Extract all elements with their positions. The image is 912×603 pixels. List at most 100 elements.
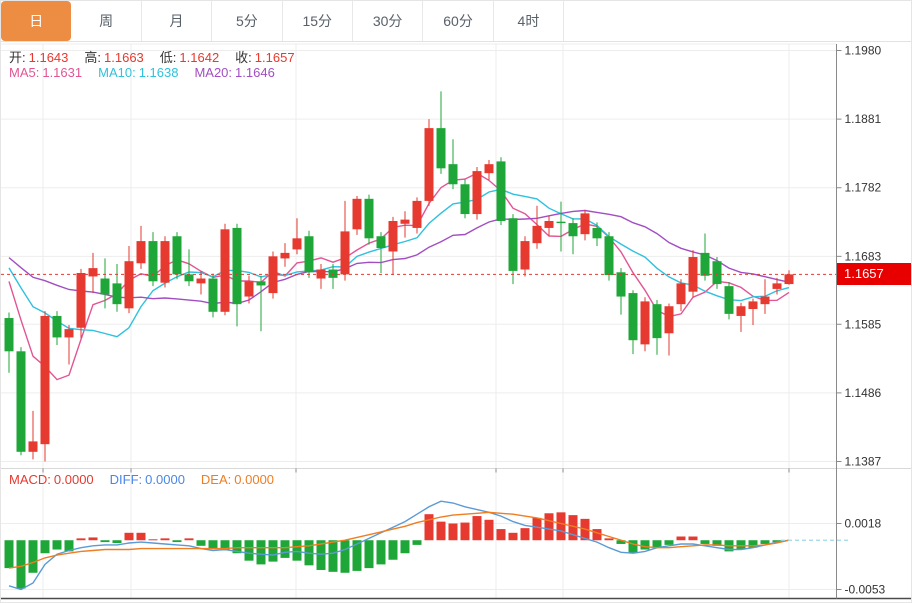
tab-month[interactable]: 月 xyxy=(142,1,213,41)
candle-down xyxy=(604,236,614,276)
candle-up xyxy=(544,220,554,228)
candle-down xyxy=(52,315,62,338)
macd-bar xyxy=(52,540,62,550)
candle-up xyxy=(136,241,146,264)
axis-label: 1.1585 xyxy=(845,317,882,331)
candle-down xyxy=(364,198,374,239)
timeframe-toolbar: 日周月 5分 15分 30分 60分 4时 xyxy=(1,1,911,42)
candle-up xyxy=(124,261,134,309)
macd-bar xyxy=(256,540,266,565)
tab-week[interactable]: 周 xyxy=(71,1,142,41)
macd-bar xyxy=(412,540,422,545)
dea-value: DEA: 0.0000 xyxy=(200,472,275,487)
axis-label: 1.1683 xyxy=(845,249,882,263)
macd-bar xyxy=(772,540,782,543)
macd-bar xyxy=(448,523,458,541)
macd-bar xyxy=(400,540,410,554)
ma10-value: MA10: 1.1638 xyxy=(98,65,179,80)
candle-up xyxy=(40,315,50,445)
axis-label: 1.1486 xyxy=(845,386,882,400)
candle-down xyxy=(652,304,662,339)
macd-bar xyxy=(280,540,290,558)
candle-up xyxy=(640,301,650,345)
candle-up xyxy=(388,220,398,252)
macd-bar xyxy=(436,521,446,541)
macd-bar xyxy=(736,540,746,550)
macd-bar xyxy=(352,540,362,571)
candle-down xyxy=(436,128,446,169)
candle-up xyxy=(748,301,758,310)
macd-bar xyxy=(16,540,26,589)
dea-line xyxy=(8,511,790,569)
ma-info-row: MA5: 1.1631 MA10: 1.1638 MA20: 1.1646 xyxy=(9,65,275,80)
macd-bar xyxy=(124,532,134,541)
candle-up xyxy=(664,306,674,334)
macd-bar xyxy=(148,539,158,541)
tab-5min[interactable]: 5分 xyxy=(212,1,283,41)
candle-up xyxy=(760,296,770,305)
macd-bar xyxy=(340,540,350,573)
candle-down xyxy=(628,293,638,341)
macd-bar xyxy=(376,540,386,565)
candle-down xyxy=(496,161,506,221)
candle-up xyxy=(292,238,302,250)
macd-bar xyxy=(196,540,206,546)
candle-down xyxy=(568,223,578,237)
candle-up xyxy=(424,128,434,201)
tab-60min[interactable]: 60分 xyxy=(423,1,494,41)
macd-bar xyxy=(616,540,626,544)
macd-bar xyxy=(328,540,338,572)
macd-bar xyxy=(424,514,434,541)
axis-label: 1.1782 xyxy=(845,181,882,195)
macd-bar xyxy=(136,532,146,541)
macd-bar xyxy=(508,532,518,541)
candle-up xyxy=(28,441,38,452)
macd-bar xyxy=(688,536,698,541)
tab-30min[interactable]: 30分 xyxy=(353,1,424,41)
axis-label: 1.1387 xyxy=(845,455,882,469)
macd-bar xyxy=(496,529,506,541)
candle-down xyxy=(112,283,122,305)
macd-bar xyxy=(316,540,326,570)
open-value: 开: 1.1643 xyxy=(9,50,69,65)
macd-bar xyxy=(520,528,530,541)
macd-bar xyxy=(652,540,662,548)
candle-up xyxy=(400,219,410,224)
macd-bar xyxy=(28,540,38,573)
macd-bar xyxy=(220,540,230,551)
tab-day[interactable]: 日 xyxy=(1,1,72,41)
candle-up xyxy=(76,272,86,328)
macd-bar xyxy=(640,540,650,550)
candle-up xyxy=(484,164,494,174)
macd-bar xyxy=(472,516,482,541)
tab-15min[interactable]: 15分 xyxy=(283,1,353,41)
axis-label: 1.1881 xyxy=(845,112,882,126)
macd-bar xyxy=(76,538,86,541)
macd-bar xyxy=(544,513,554,541)
macd-bar xyxy=(364,540,374,569)
candle-up xyxy=(520,241,530,270)
macd-bar xyxy=(760,540,770,544)
current-price-badge: 1.1657 xyxy=(837,263,911,285)
candle-down xyxy=(724,286,734,314)
candle-up xyxy=(196,278,206,284)
candle-up xyxy=(160,241,170,283)
candle-down xyxy=(592,227,602,239)
candle-up xyxy=(64,329,74,338)
macd-bar xyxy=(460,522,470,541)
candle-down xyxy=(700,252,710,276)
candle-down xyxy=(508,218,518,271)
candle-down xyxy=(448,164,458,185)
candle-up xyxy=(280,252,290,259)
candle-down xyxy=(4,318,14,352)
macd-bar xyxy=(604,538,614,541)
candle-up xyxy=(412,200,422,228)
tab-4hour[interactable]: 4时 xyxy=(494,1,565,41)
candle-up xyxy=(340,231,350,275)
axis-label: 1.1980 xyxy=(845,44,882,58)
axis-label: -0.0053 xyxy=(845,583,886,597)
candle-up xyxy=(244,281,254,297)
macd-bar xyxy=(160,538,170,541)
